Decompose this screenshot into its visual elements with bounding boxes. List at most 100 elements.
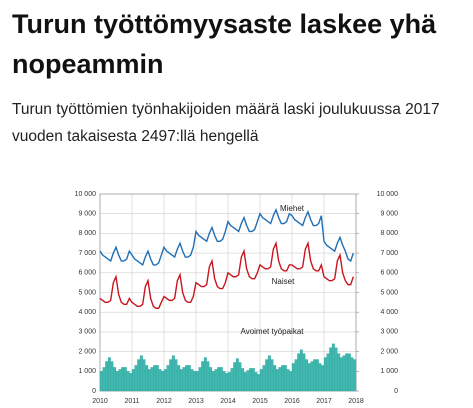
y-tick-label: 3 000	[78, 329, 96, 336]
bar	[169, 359, 173, 392]
y-tick-label: 8 000	[78, 230, 96, 237]
x-tick-label: 2014	[220, 398, 236, 405]
y-tick-label: 7 000	[78, 250, 96, 257]
bar	[275, 369, 279, 392]
bar	[337, 353, 341, 392]
bar	[107, 357, 111, 392]
bar	[331, 343, 335, 392]
bar	[190, 369, 194, 392]
x-tick-label: 2013	[188, 398, 204, 405]
bar	[115, 371, 119, 392]
y2-tick-label: 1 000	[380, 368, 398, 375]
bar	[286, 369, 290, 392]
y-tick-label: 5 000	[78, 289, 96, 296]
y-tick-label: 6 000	[78, 270, 96, 277]
bar	[323, 357, 327, 392]
bar	[305, 359, 309, 392]
bar	[163, 369, 167, 392]
bar	[291, 363, 295, 392]
y2-tick-label: 10 000	[377, 191, 399, 198]
bar	[174, 359, 178, 392]
y-tick-label: 9 000	[78, 211, 96, 218]
bar	[102, 367, 106, 392]
bar	[294, 359, 298, 392]
bar	[353, 359, 357, 392]
bar	[131, 369, 135, 392]
y2-tick-label: 3 000	[380, 329, 398, 336]
x-tick-label: 2011	[124, 398, 139, 405]
bar	[142, 359, 146, 392]
bar	[230, 368, 234, 392]
bar	[166, 365, 170, 392]
bar	[134, 365, 138, 392]
bar	[121, 367, 125, 392]
bar	[219, 367, 223, 392]
bar	[233, 362, 237, 392]
bar	[155, 365, 159, 392]
x-tick-label: 2016	[284, 398, 300, 405]
bar	[179, 369, 183, 392]
bar	[187, 365, 191, 392]
bar	[241, 368, 245, 392]
bar	[246, 370, 250, 392]
bar	[203, 357, 207, 392]
bar	[185, 365, 189, 392]
bar	[139, 355, 143, 392]
bar	[289, 371, 293, 392]
bar	[99, 371, 103, 392]
bar	[123, 367, 127, 392]
series-line	[99, 240, 355, 309]
bar	[105, 361, 109, 392]
bar	[350, 357, 354, 392]
bar	[345, 353, 349, 392]
bar	[201, 361, 205, 392]
x-tick-label: 2015	[252, 398, 268, 405]
x-tick-label: 2010	[92, 398, 108, 405]
bar	[118, 369, 122, 392]
y2-tick-label: 9 000	[380, 211, 398, 218]
y-tick-label: 10 000	[75, 191, 97, 198]
bar	[209, 367, 213, 392]
bar	[129, 373, 133, 392]
bar	[113, 367, 117, 392]
y2-tick-label: 4 000	[380, 309, 398, 316]
bar	[318, 363, 322, 392]
bar	[211, 371, 215, 392]
y2-tick-label: 2 000	[380, 348, 398, 355]
bar	[177, 365, 181, 392]
bar	[342, 355, 346, 392]
series-label: Naiset	[272, 277, 295, 286]
bar	[147, 369, 151, 392]
y2-tick-label: 0	[394, 388, 398, 395]
bar	[265, 359, 269, 392]
bar	[329, 347, 333, 392]
bar	[243, 372, 247, 392]
bar	[278, 367, 282, 392]
bar	[315, 359, 319, 392]
bar	[153, 365, 157, 392]
series-label: Miehet	[280, 204, 305, 213]
x-tick-label: 2012	[156, 398, 172, 405]
bar	[254, 372, 258, 392]
bar	[249, 368, 253, 392]
bar	[126, 371, 130, 392]
bar	[262, 365, 266, 392]
y-tick-label: 0	[92, 388, 96, 395]
bar	[235, 358, 239, 392]
bar	[347, 353, 351, 392]
bar	[334, 347, 338, 392]
bar	[281, 365, 285, 392]
series-label: Avoimet työpaikat	[241, 327, 305, 336]
bar	[299, 349, 303, 392]
bar	[326, 353, 330, 392]
bar	[270, 359, 274, 392]
bar	[283, 365, 287, 392]
y-tick-label: 4 000	[78, 309, 96, 316]
bar	[214, 369, 218, 392]
bar	[297, 353, 301, 392]
bar	[158, 369, 162, 392]
bar	[193, 371, 197, 392]
bar	[227, 372, 231, 392]
bar	[321, 365, 325, 392]
y2-tick-label: 6 000	[380, 270, 398, 277]
